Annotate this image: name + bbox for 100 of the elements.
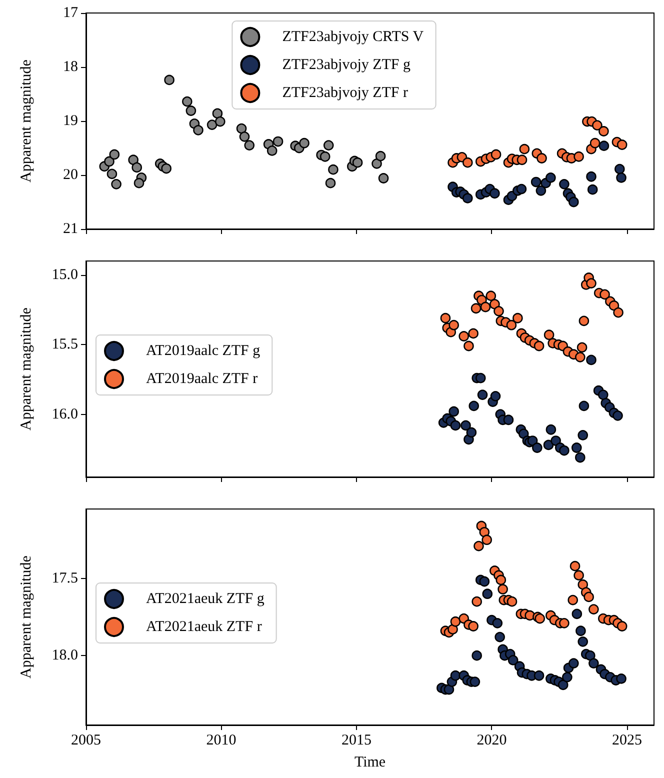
point	[477, 390, 488, 400]
point	[536, 186, 546, 196]
y-tick-label: 18	[63, 59, 78, 75]
y-axis-title: Apparent magnitude	[18, 555, 34, 678]
point	[527, 436, 538, 446]
point	[375, 150, 386, 162]
point	[328, 164, 338, 175]
point	[490, 391, 501, 402]
point	[543, 440, 554, 450]
point	[239, 132, 250, 142]
point	[598, 126, 609, 136]
point	[468, 400, 480, 412]
point	[516, 184, 527, 194]
point	[575, 352, 586, 362]
point	[450, 670, 461, 681]
point	[508, 655, 518, 666]
point	[598, 140, 610, 151]
point	[536, 153, 547, 164]
point	[544, 330, 554, 340]
legend-label: AT2019aalc ZTF g	[146, 343, 261, 359]
y-axis-title: Apparent magnitude	[18, 59, 34, 182]
point	[572, 442, 582, 453]
point	[534, 670, 544, 681]
point	[372, 158, 382, 169]
point	[490, 149, 502, 160]
point	[470, 676, 480, 687]
point	[104, 156, 114, 167]
point	[215, 116, 226, 127]
point	[111, 179, 122, 190]
point	[462, 157, 473, 168]
legend-label: AT2021aeuk ZTF r	[146, 619, 262, 635]
point	[546, 424, 556, 435]
point	[266, 146, 278, 156]
point	[574, 151, 584, 162]
y-tick-label: 17.5	[52, 570, 78, 586]
x-axis-title: Time	[354, 754, 386, 770]
y-tick-label: 19	[63, 113, 78, 129]
point	[568, 196, 579, 208]
point	[586, 171, 596, 182]
point	[575, 452, 586, 463]
point	[616, 172, 626, 183]
point	[506, 596, 518, 607]
point	[598, 390, 608, 400]
point	[132, 162, 142, 173]
point	[458, 331, 470, 342]
point	[490, 188, 500, 199]
point	[212, 108, 223, 119]
point	[323, 140, 334, 150]
point	[506, 320, 517, 330]
point	[182, 96, 192, 107]
y-tick-label: 17	[63, 5, 78, 21]
x-tick-label: 2015	[341, 732, 372, 748]
point	[559, 618, 570, 628]
x-tick-label: 2025	[612, 732, 642, 748]
point	[584, 592, 594, 602]
point	[486, 290, 496, 301]
point	[472, 596, 482, 607]
point	[450, 420, 461, 431]
point	[479, 576, 490, 587]
point	[600, 289, 610, 300]
point	[534, 613, 546, 624]
point	[466, 427, 477, 438]
y-tick-label: 20	[63, 167, 78, 183]
point	[590, 138, 600, 148]
point	[450, 616, 461, 627]
y-tick-label: 15.0	[52, 266, 78, 283]
point	[519, 144, 530, 154]
point	[578, 579, 588, 590]
point	[448, 406, 459, 417]
point	[462, 193, 473, 204]
point	[578, 636, 588, 647]
point	[588, 604, 599, 614]
legend-label: ZTF23abjvojy CRTS V	[282, 29, 424, 45]
point	[474, 540, 484, 552]
point	[236, 123, 247, 134]
point	[496, 574, 506, 586]
point	[613, 307, 624, 318]
point	[568, 594, 578, 606]
point	[616, 621, 628, 632]
point	[592, 120, 602, 130]
y-tick-label: 15.5	[52, 336, 78, 353]
point	[532, 442, 542, 453]
legend-label: ZTF23abjvojy ZTF g	[282, 57, 412, 73]
point	[498, 584, 508, 594]
x-tick-label: 2010	[206, 732, 236, 748]
point	[578, 430, 588, 440]
point	[320, 151, 330, 162]
legend-label: AT2019aalc ZTF r	[146, 371, 258, 387]
point	[468, 328, 478, 339]
point	[299, 138, 310, 148]
point	[479, 526, 490, 538]
point	[534, 340, 544, 352]
point	[464, 340, 474, 352]
point	[616, 674, 626, 684]
point	[558, 680, 568, 690]
point	[244, 140, 255, 150]
point	[468, 621, 478, 632]
point	[490, 299, 500, 310]
x-tick-label: 2020	[476, 732, 507, 748]
point	[586, 354, 596, 366]
